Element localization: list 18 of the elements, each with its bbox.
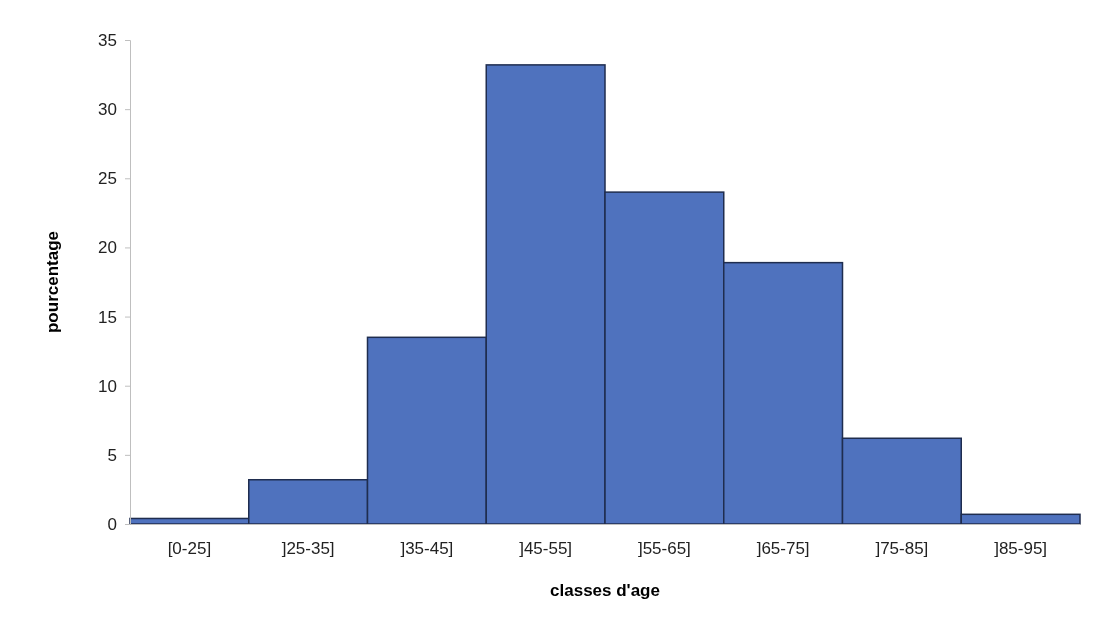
x-tick-label: ]75-85] [875, 539, 929, 559]
y-tick-label: 30 [98, 100, 117, 120]
x-tick-label: ]35-45] [400, 539, 454, 559]
x-tick-label: ]85-95] [994, 539, 1048, 559]
y-tick-label: 5 [107, 445, 117, 465]
x-tick-label: ]55-65] [637, 539, 691, 559]
y-tick-label: 10 [98, 376, 117, 396]
x-tick-label: ]45-55] [519, 539, 573, 559]
y-tick-label: 15 [98, 307, 117, 327]
x-tick-label: ]25-35] [281, 539, 335, 559]
x-tick-label: ]65-75] [756, 539, 810, 559]
x-axis-title: classes d'age [550, 581, 660, 600]
y-tick-label: 20 [98, 238, 117, 258]
y-tick-label: 35 [98, 30, 117, 50]
y-axis-title: pourcentage [43, 230, 62, 334]
x-tick-label: [0-25] [167, 539, 212, 559]
y-tick-label: 25 [98, 169, 117, 189]
y-tick-label: 0 [107, 514, 117, 534]
